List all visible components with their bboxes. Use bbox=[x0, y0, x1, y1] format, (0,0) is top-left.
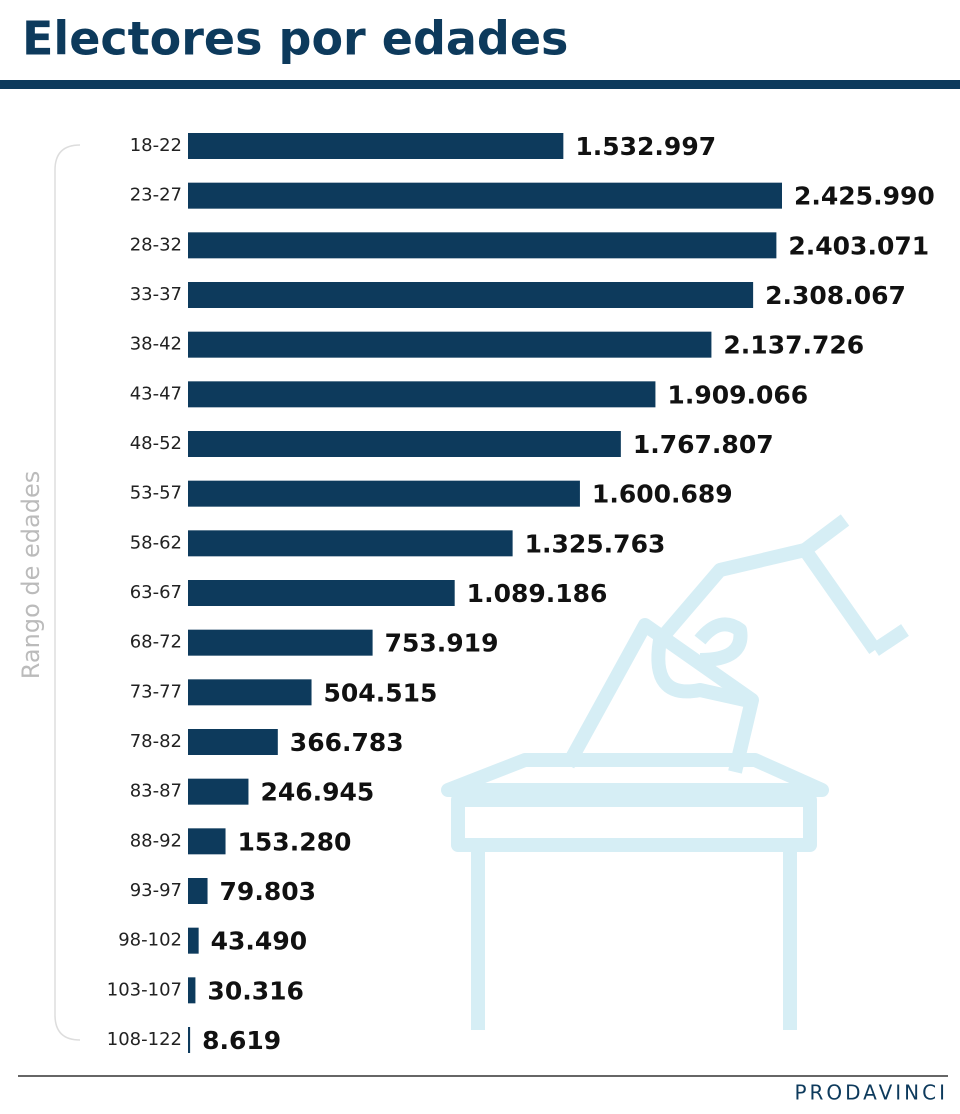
category-label: 88-92 bbox=[130, 830, 182, 851]
category-label: 68-72 bbox=[130, 632, 182, 653]
bar bbox=[188, 1027, 191, 1053]
value-label: 246.945 bbox=[260, 778, 374, 807]
category-label: 103-107 bbox=[107, 979, 182, 1000]
ballot-illustration bbox=[441, 514, 909, 1030]
bar bbox=[188, 629, 373, 656]
value-label: 43.490 bbox=[211, 927, 307, 956]
value-label: 1.600.689 bbox=[592, 480, 733, 509]
category-label: 48-52 bbox=[130, 433, 182, 454]
value-label: 8.619 bbox=[202, 1026, 281, 1055]
value-label: 153.280 bbox=[238, 827, 352, 856]
value-label: 504.515 bbox=[324, 678, 438, 707]
category-label: 73-77 bbox=[130, 681, 182, 702]
value-label: 753.919 bbox=[385, 629, 499, 658]
value-label: 2.403.071 bbox=[788, 231, 929, 260]
category-label: 93-97 bbox=[130, 880, 182, 901]
value-label: 79.803 bbox=[220, 877, 316, 906]
category-label: 63-67 bbox=[130, 582, 182, 603]
value-label: 2.425.990 bbox=[794, 182, 935, 211]
chart-title: Electores por edades bbox=[22, 12, 568, 66]
title-rule bbox=[0, 80, 960, 89]
bar bbox=[188, 927, 199, 954]
bar bbox=[188, 530, 513, 557]
bar bbox=[188, 431, 621, 457]
category-label: 83-87 bbox=[130, 781, 182, 802]
value-label: 1.767.807 bbox=[633, 430, 774, 459]
bar bbox=[188, 729, 278, 755]
category-label: 43-47 bbox=[130, 383, 182, 404]
bar bbox=[188, 878, 208, 904]
bar bbox=[188, 679, 312, 706]
category-label: 53-57 bbox=[130, 483, 182, 504]
category-label: 18-22 bbox=[130, 135, 182, 156]
value-label: 30.316 bbox=[207, 976, 303, 1005]
category-label: 78-82 bbox=[130, 731, 182, 752]
value-label: 1.532.997 bbox=[575, 132, 716, 161]
y-axis-label: Rango de edades bbox=[17, 471, 45, 679]
bar bbox=[188, 331, 712, 358]
category-label: 58-62 bbox=[130, 532, 182, 553]
value-label: 1.325.763 bbox=[525, 529, 666, 558]
bar bbox=[188, 133, 564, 159]
bar bbox=[188, 580, 455, 606]
bar bbox=[188, 232, 777, 259]
value-label: 2.137.726 bbox=[723, 331, 864, 360]
bar bbox=[188, 480, 580, 507]
category-label: 38-42 bbox=[130, 334, 182, 355]
value-label: 2.308.067 bbox=[765, 281, 906, 310]
bar bbox=[188, 182, 782, 209]
category-label: 98-102 bbox=[118, 930, 182, 951]
bar bbox=[188, 778, 249, 805]
bracket bbox=[54, 144, 81, 1041]
bar bbox=[188, 977, 196, 1004]
category-label: 33-37 bbox=[130, 284, 182, 305]
bar bbox=[188, 381, 656, 408]
brand: PRODAVINCI bbox=[794, 1081, 948, 1105]
value-label: 366.783 bbox=[290, 728, 404, 757]
bar bbox=[188, 828, 226, 855]
value-label: 1.909.066 bbox=[667, 380, 808, 409]
category-label: 23-27 bbox=[130, 185, 182, 206]
category-label: 28-32 bbox=[130, 234, 182, 255]
value-label: 1.089.186 bbox=[467, 579, 608, 608]
category-label: 108-122 bbox=[107, 1029, 182, 1050]
bar bbox=[188, 282, 754, 308]
